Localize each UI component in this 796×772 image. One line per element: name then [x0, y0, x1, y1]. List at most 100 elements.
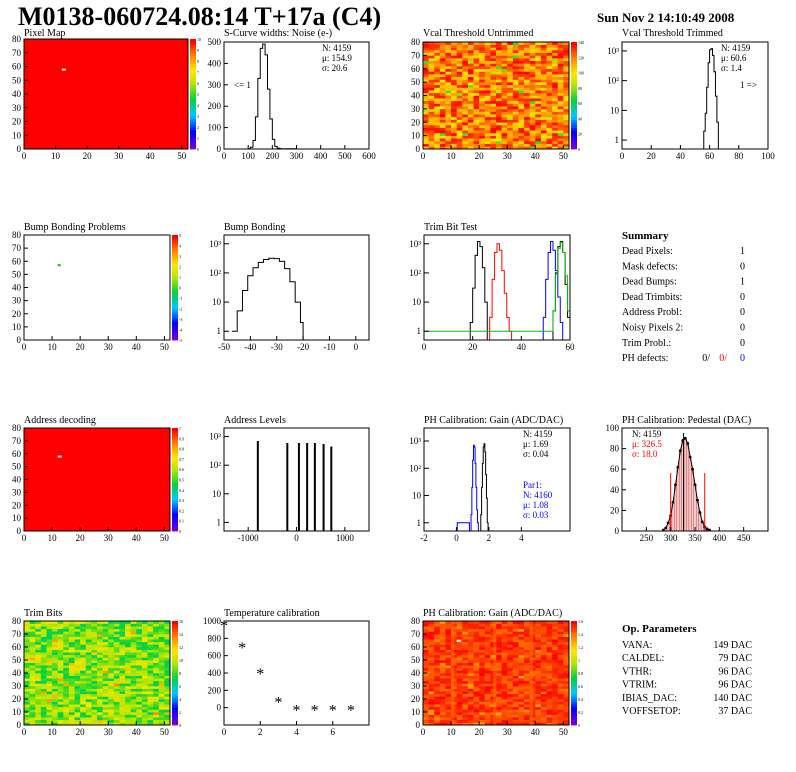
heatmap-cell	[445, 103, 452, 107]
colorbar-segment	[172, 334, 178, 338]
heatmap-cell	[507, 68, 514, 72]
colorbar-label: 5	[179, 233, 181, 238]
x-tick-label: 400	[713, 533, 727, 543]
colorbar-segment	[571, 712, 577, 715]
colorbar-label: 120	[578, 55, 584, 60]
colorbar-segment	[172, 686, 178, 689]
heatmap-cell	[439, 701, 446, 705]
heatmap-cell	[164, 667, 171, 671]
heatmap-cell	[501, 649, 508, 653]
heatmap-cell	[524, 662, 530, 666]
heatmap-cell	[428, 680, 435, 684]
heatmap-cell	[91, 644, 98, 648]
heatmap-cell	[74, 652, 81, 656]
heatmap-cell	[501, 675, 508, 679]
heatmap-cell	[130, 657, 137, 661]
heatmap-cell	[563, 108, 570, 112]
heatmap-cell	[428, 667, 435, 671]
heatmap-cell	[535, 691, 542, 695]
heatmap-cell	[35, 699, 42, 702]
heatmap-cell	[467, 644, 474, 648]
heatmap-cell	[52, 660, 58, 663]
heatmap-cell	[540, 146, 547, 150]
heatmap-cell	[524, 714, 530, 718]
heatmap-cell	[130, 628, 137, 632]
heatmap-cell	[141, 667, 148, 671]
heatmap-cell	[557, 135, 564, 139]
heatmap-cell	[445, 116, 452, 120]
heatmap-cell	[113, 667, 120, 671]
heatmap-cell	[512, 122, 519, 126]
heatmap-cell	[501, 662, 508, 666]
colorbar-segment	[172, 525, 178, 529]
heatmap-cell	[68, 660, 75, 663]
heatmap-cell	[563, 722, 570, 726]
heatmap-cell	[113, 699, 120, 702]
heatmap-cell	[445, 639, 452, 643]
heatmap-cell	[496, 652, 502, 656]
heatmap-cell	[484, 55, 491, 59]
y-tick-label: 30	[411, 104, 421, 114]
heatmap-cell	[501, 140, 508, 144]
heatmap-cell	[24, 647, 30, 650]
heatmap-cell	[423, 639, 429, 643]
heatmap-cell	[35, 717, 42, 721]
heatmap-cell	[52, 652, 58, 656]
heatmap-cell	[158, 688, 165, 692]
heatmap-cell	[147, 719, 154, 723]
heatmap-cell	[484, 641, 491, 645]
heatmap-cell	[29, 628, 36, 632]
colorbar-label: 0.1	[179, 519, 184, 524]
heatmap-cell	[496, 693, 502, 697]
heatmap-cell	[524, 76, 530, 80]
colorbar-segment	[571, 680, 577, 684]
heatmap-cell	[46, 634, 53, 637]
colorbar-segment	[172, 250, 178, 254]
heatmap-cell	[456, 670, 463, 674]
heatmap-cell	[52, 667, 58, 671]
heatmap-cell	[113, 719, 120, 723]
heatmap-cell	[35, 636, 42, 640]
heatmap-cell	[529, 58, 536, 62]
summary-value: 0	[740, 261, 745, 272]
heatmap-cell	[467, 143, 474, 147]
heatmap-cell	[52, 712, 58, 715]
heatmap-cell	[552, 641, 559, 645]
panel-title: Bump Bonding	[224, 222, 285, 233]
heatmap-cell	[473, 652, 480, 656]
heatmap-cell	[535, 50, 542, 53]
heatmap-cell	[119, 693, 126, 697]
heatmap-cell	[153, 644, 160, 648]
heatmap-cell	[80, 714, 87, 718]
heatmap-cell	[557, 634, 564, 637]
heatmap-cell	[524, 704, 530, 708]
heatmap-cell	[473, 719, 480, 723]
colorbar-segment	[172, 510, 178, 514]
y-tick-label: 10	[610, 105, 620, 115]
heatmap-cell	[119, 683, 126, 687]
heatmap-cell	[479, 90, 486, 94]
heatmap-cell	[535, 654, 542, 658]
heatmap-cell	[518, 662, 525, 666]
plot-frame	[423, 234, 571, 341]
heatmap-cell	[439, 76, 446, 80]
y-tick-label: 200	[208, 101, 222, 111]
heatmap-cell	[518, 719, 525, 723]
heatmap-cell	[63, 706, 70, 710]
heatmap-cell	[546, 693, 553, 697]
heatmap-cell	[423, 50, 429, 53]
y-tick-label: 80	[411, 37, 421, 47]
heatmap-cell	[125, 699, 131, 702]
heatmap-cell	[46, 717, 53, 721]
heatmap-cell	[456, 623, 463, 627]
heatmap-cell	[456, 143, 463, 147]
heatmap-cell	[557, 623, 564, 627]
heatmap-cell	[164, 652, 171, 656]
heatmap-cell	[113, 623, 120, 627]
heatmap-cell	[445, 130, 452, 134]
heatmap-cell	[546, 634, 553, 637]
heatmap-cell	[512, 623, 519, 627]
heatmap-cell	[102, 688, 109, 692]
heatmap-cell	[164, 628, 171, 632]
heatmap-cell	[484, 103, 491, 107]
